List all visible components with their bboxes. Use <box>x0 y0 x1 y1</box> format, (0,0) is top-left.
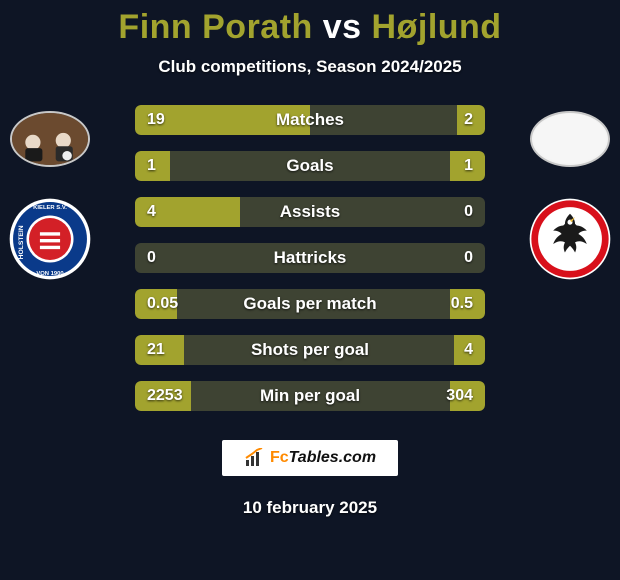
stat-value-left: 19 <box>147 105 165 135</box>
comparison-title: Finn Porath vs Højlund <box>0 0 620 47</box>
date-text: 10 february 2025 <box>0 498 620 518</box>
stat-value-right: 304 <box>446 381 473 411</box>
club-badge-right <box>528 197 612 281</box>
svg-text:VON 1900: VON 1900 <box>36 271 64 277</box>
stat-value-right: 4 <box>464 335 473 365</box>
stat-row: Min per goal2253 304 <box>135 381 485 411</box>
stat-label: Matches <box>135 105 485 135</box>
watermark-tables: Tables <box>289 449 339 466</box>
stat-value-left: 1 <box>147 151 156 181</box>
stat-value-left: 0.05 <box>147 289 178 319</box>
stat-row: Assists4 0 <box>135 197 485 227</box>
stat-value-left: 2253 <box>147 381 183 411</box>
stat-label: Goals per match <box>135 289 485 319</box>
player2-photo <box>530 111 610 167</box>
stat-value-left: 4 <box>147 197 156 227</box>
player2-photo-blank-icon <box>532 112 608 165</box>
stat-value-left: 21 <box>147 335 165 365</box>
stat-label: Shots per goal <box>135 335 485 365</box>
holstein-kiel-badge-icon: KIELER S.V. VON 1900 HOLSTEIN <box>8 197 92 281</box>
stat-value-right: 0 <box>464 197 473 227</box>
stat-row: Goals1 1 <box>135 151 485 181</box>
player2-name: Højlund <box>372 8 502 46</box>
stat-label: Goals <box>135 151 485 181</box>
svg-text:HOLSTEIN: HOLSTEIN <box>18 225 25 259</box>
stat-label: Hattricks <box>135 243 485 273</box>
watermark-chart-icon <box>244 448 266 468</box>
stat-bars-container: Matches192Goals11Assists40Hattricks00Goa… <box>135 105 485 427</box>
eintracht-frankfurt-badge-icon <box>528 197 612 281</box>
player1-photo <box>10 111 90 167</box>
player1-name: Finn Porath <box>118 8 312 46</box>
club-badge-left: KIELER S.V. VON 1900 HOLSTEIN <box>8 197 92 281</box>
stat-row: Shots per goal21 4 <box>135 335 485 365</box>
vs-text: vs <box>323 8 362 46</box>
stat-row: Goals per match0.05 0.5 <box>135 289 485 319</box>
stat-value-right: 2 <box>464 105 473 135</box>
comparison-stage: KIELER S.V. VON 1900 HOLSTEIN <box>0 105 620 435</box>
watermark-dotcom: .com <box>339 449 376 466</box>
player1-photo-placeholder-icon <box>12 112 88 165</box>
watermark-fc: Fc <box>270 449 289 466</box>
svg-text:KIELER S.V.: KIELER S.V. <box>33 205 67 211</box>
subtitle: Club competitions, Season 2024/2025 <box>0 57 620 77</box>
stat-value-right: 1 <box>464 151 473 181</box>
watermark-text: FcTables.com <box>270 449 376 467</box>
stat-value-right: 0 <box>464 243 473 273</box>
stat-row: Hattricks0 0 <box>135 243 485 273</box>
watermark: FcTables.com <box>222 440 398 476</box>
left-column: KIELER S.V. VON 1900 HOLSTEIN <box>0 105 100 281</box>
stat-label: Assists <box>135 197 485 227</box>
stat-label: Min per goal <box>135 381 485 411</box>
right-column <box>520 105 620 281</box>
stat-row: Matches19 2 <box>135 105 485 135</box>
stat-value-right: 0.5 <box>451 289 473 319</box>
stat-value-left: 0 <box>147 243 156 273</box>
